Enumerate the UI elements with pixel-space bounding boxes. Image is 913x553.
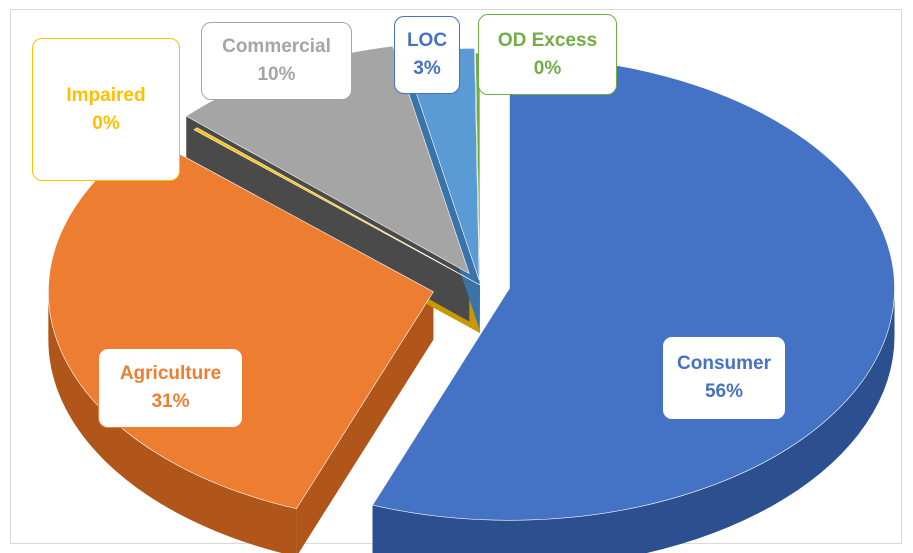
slice-wall-consumer — [372, 288, 895, 553]
data-label-od-excess-name: OD Excess — [497, 29, 598, 51]
data-label-od-excess: OD Excess 0% — [478, 14, 617, 95]
data-label-loc: LOC 3% — [394, 16, 460, 94]
data-label-agriculture-value: 31% — [151, 391, 190, 412]
data-label-loc-value: 3% — [413, 58, 441, 79]
slice-side-commercial-0 — [186, 116, 470, 322]
data-label-consumer-value: 56% — [704, 381, 744, 402]
data-label-impaired: Impaired 0% — [32, 38, 180, 181]
data-label-loc-name: LOC — [406, 30, 448, 52]
data-label-commercial-value: 10% — [257, 64, 296, 85]
data-label-od-excess-value: 0% — [533, 57, 562, 79]
data-label-agriculture-name: Agriculture — [119, 363, 222, 385]
data-label-consumer: Consumer 56% — [662, 336, 786, 420]
data-label-consumer-name: Consumer — [677, 353, 771, 375]
data-label-impaired-value: 0% — [92, 112, 120, 134]
slice-impaired — [193, 127, 481, 286]
data-label-commercial: Commercial 10% — [201, 22, 352, 100]
slice-wall-agriculture — [48, 291, 297, 553]
data-label-impaired-name: Impaired — [66, 84, 146, 106]
data-label-commercial-name: Commercial — [222, 36, 331, 58]
data-label-agriculture: Agriculture 31% — [98, 348, 243, 428]
slice-side-agriculture-0 — [296, 291, 434, 553]
